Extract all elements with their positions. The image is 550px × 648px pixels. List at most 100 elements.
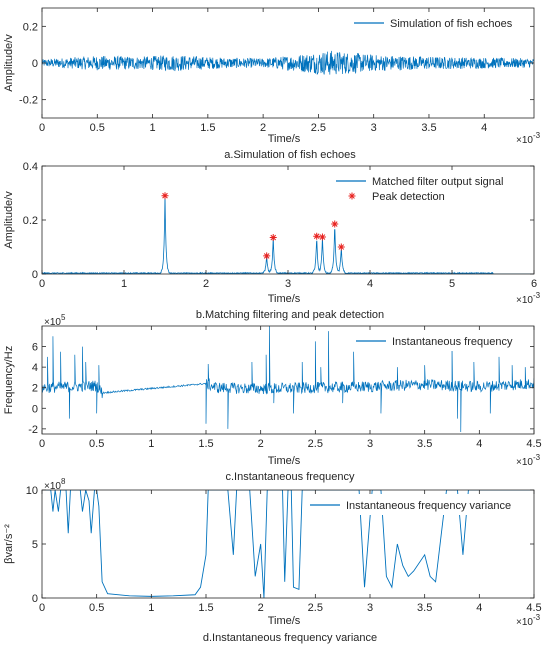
x-tick-label: 2.5 — [311, 122, 326, 134]
x-tick-label: 2 — [203, 278, 209, 290]
peak-marker — [318, 233, 326, 241]
x-axis-exponent: ×10-3 — [516, 613, 541, 628]
peak-marker-star — [269, 234, 277, 242]
peak-marker-star — [337, 243, 345, 251]
y-tick-label: 0 — [32, 403, 38, 415]
x-tick-label: 2 — [258, 602, 264, 614]
y-tick-label: 0 — [32, 269, 38, 281]
legend: Instantaneous frequency variance — [304, 494, 530, 515]
x-tick-label: 0 — [39, 278, 45, 290]
y-axis-exponent: ×108 — [44, 477, 66, 492]
peak-marker — [331, 220, 339, 228]
panel-caption: a.Simulation of fish echoes — [224, 149, 356, 161]
y-tick-label: 5 — [32, 539, 38, 551]
legend: Simulation of fish echoes — [348, 12, 530, 33]
x-tick-label: 0 — [39, 438, 45, 450]
x-axis-label: Time/s — [268, 615, 301, 627]
peak-marker — [337, 243, 345, 251]
plot-area — [42, 50, 534, 75]
series-line-instantaneous-frequency — [42, 326, 534, 432]
y-axis-label: Amplitude/v — [3, 191, 15, 249]
y-tick-label: 0.2 — [23, 215, 38, 227]
x-axis-exponent: ×10-3 — [516, 291, 541, 306]
series-line-fish-echoes — [42, 50, 534, 75]
legend-marker-star — [348, 192, 356, 200]
x-tick-label: 4.5 — [526, 602, 541, 614]
x-tick-label: 4 — [367, 278, 373, 290]
y-tick-label: 0 — [32, 58, 38, 70]
axes-box — [41, 325, 535, 435]
legend: Instantaneous frequency — [350, 330, 530, 351]
x-tick-label: 1 — [148, 438, 154, 450]
x-tick-label: 3.5 — [417, 438, 432, 450]
peak-marker-star — [161, 192, 169, 200]
plot-area — [42, 326, 534, 432]
y-axis-label: βvar/s⁻² — [3, 524, 15, 564]
y-tick-label: 0.4 — [23, 161, 38, 173]
series-line-frequency-variance — [42, 490, 534, 598]
x-tick-label: 3.5 — [421, 122, 436, 134]
peak-marker — [313, 232, 321, 240]
legend-box — [304, 494, 530, 515]
x-tick-label: 4 — [481, 122, 487, 134]
legend-label: Instantaneous frequency — [392, 336, 513, 348]
panel-caption: c.Instantaneous frequency — [225, 471, 355, 483]
peak-marker-star — [263, 252, 271, 260]
x-tick-label: 2 — [260, 122, 266, 134]
legend-box — [350, 330, 530, 351]
x-tick-label: 2.5 — [308, 438, 323, 450]
peak-marker — [263, 252, 271, 260]
x-tick-label: 1.5 — [198, 438, 213, 450]
y-axis-label: Frequency/Hz — [3, 346, 15, 414]
x-axis-exponent: ×10-3 — [516, 131, 541, 146]
x-tick-label: 1 — [149, 122, 155, 134]
panel-4: 0 0.5 1 1.5 2 2.5 3 3.5 4 4.5 0 5 10 ×10-3 ×108 Time/s β… — [3, 477, 542, 644]
legend-label: Simulation of fish echoes — [390, 18, 513, 30]
x-tick-label: 3 — [285, 278, 291, 290]
y-tick-label: 6 — [32, 342, 38, 354]
legend: Matched filter output signal Peak detecti… — [330, 170, 530, 206]
x-tick-label: 4 — [476, 602, 482, 614]
legend-label: Matched filter output signal — [372, 176, 503, 188]
x-axis-label: Time/s — [268, 133, 301, 145]
x-axis-label: Time/s — [268, 293, 301, 305]
x-tick-label: 2.5 — [308, 602, 323, 614]
x-axis-exponent: ×10-3 — [516, 453, 541, 468]
x-tick-label: 5 — [449, 278, 455, 290]
y-tick-label: -0.2 — [19, 95, 38, 107]
panel-2: 0 1 2 3 4 5 6 0 0.2 0.4 ×10-3 Time/s Amplitude/v b.Ma… — [3, 161, 541, 321]
y-tick-label: 0.2 — [23, 21, 38, 33]
plot-area — [42, 490, 534, 598]
panel-caption: b.Matching filtering and peak detection — [196, 309, 384, 321]
x-tick-label: 3.5 — [417, 602, 432, 614]
x-tick-label: 6 — [531, 278, 537, 290]
x-tick-label: 0 — [39, 122, 45, 134]
legend-box — [348, 12, 530, 33]
peak-marker — [161, 192, 169, 200]
y-axis-exponent: ×105 — [44, 313, 66, 328]
peak-marker-star — [331, 220, 339, 228]
x-tick-label: 1.5 — [198, 602, 213, 614]
panel-caption: d.Instantaneous frequency variance — [203, 632, 377, 644]
panel-1: 0 0.5 1 1.5 2 2.5 3 3.5 4 -0.2 0 0.2 ×10-3 Time/s Ampl… — [3, 7, 541, 161]
x-tick-label: 3 — [367, 602, 373, 614]
x-tick-label: 3 — [367, 438, 373, 450]
y-tick-label: 2 — [32, 383, 38, 395]
panel-3: 0 0.5 1 1.5 2 2.5 3 3.5 4 4.5-20246×10-3×105Time/… — [3, 313, 542, 483]
x-tick-label: 4.5 — [526, 438, 541, 450]
y-tick-label: 4 — [32, 362, 38, 374]
legend-box — [330, 170, 530, 206]
x-tick-label: 0.5 — [89, 438, 104, 450]
x-tick-label: 2 — [258, 438, 264, 450]
peak-marker-star — [313, 232, 321, 240]
x-axis-label: Time/s — [268, 455, 301, 467]
x-tick-label: 3 — [371, 122, 377, 134]
legend-label: Instantaneous frequency variance — [346, 500, 511, 512]
y-tick-label: 10 — [26, 485, 38, 497]
x-tick-label: 0.5 — [90, 122, 105, 134]
x-tick-label: 4 — [476, 438, 482, 450]
x-tick-label: 0 — [39, 602, 45, 614]
x-tick-label: 0.5 — [89, 602, 104, 614]
x-tick-label: 1 — [148, 602, 154, 614]
